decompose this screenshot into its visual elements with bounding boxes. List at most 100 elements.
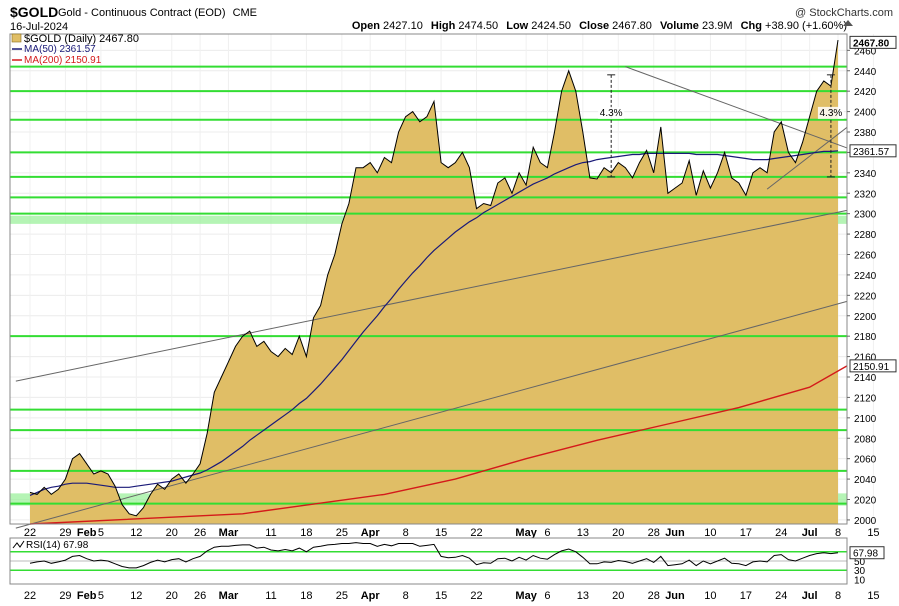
price-panel-border — [9, 33, 848, 525]
price-y-axis: 2000 2020 2040 2060 2080 2100 2120 2140 2160 2180… — [847, 46, 877, 527]
rsi-x-tick-label-8: 8 — [835, 590, 841, 602]
x-tick-label-15: 15 — [435, 527, 447, 539]
y-tick-label-2280: 2280 — [854, 230, 877, 241]
legend-ma50-label: MA(50) 2361.57 — [24, 44, 96, 55]
y-tick-label-2000: 2000 — [854, 516, 877, 527]
rsi-x-tick-label-26: 26 — [194, 590, 206, 602]
y-tick-label-2300: 2300 — [854, 210, 877, 221]
y-tick-label-2320: 2320 — [854, 189, 877, 200]
y-tick-label-2180: 2180 — [854, 332, 877, 343]
x-tick-label-5: 5 — [98, 527, 104, 539]
rsi-x-tick-label-20: 20 — [166, 590, 178, 602]
y-tick-label-2220: 2220 — [854, 291, 877, 302]
x-tick-label-25: 25 — [336, 527, 348, 539]
x-tick-label-28: 28 — [648, 527, 660, 539]
volume-value: 23.9M — [702, 20, 733, 32]
x-tick-label-15: 15 — [867, 527, 879, 539]
rsi-x-tick-label-5: 5 — [98, 590, 104, 602]
header-description-text: Gold - Continuous Contract (EOD) — [58, 7, 226, 19]
rsi-x-axis: 22 29 Feb 5 12 20 26 Mar 11 18 25 Apr 8 15 22 May 6 13 20 2… — [24, 590, 880, 602]
chg-value: +38.90 (+1.60%) — [765, 20, 847, 32]
percent-annotations: 4.3% 4.3% — [598, 74, 844, 178]
legend-price-swatch-icon — [11, 33, 22, 43]
price-panel: 4.3% 4.3% 2000202020402060208021002120214… — [9, 33, 897, 539]
y-tick-label-2240: 2240 — [854, 271, 877, 282]
rsi-x-tick-label-22: 22 — [470, 590, 482, 602]
watermark: @ StockCharts.com — [795, 7, 893, 19]
x-tick-label-Feb: Feb — [77, 527, 97, 539]
price-x-axis: 22 29 Feb 5 12 20 26 Mar 11 18 25 Apr 8 15 22 May 6 13 20 2… — [24, 527, 880, 539]
x-tick-label-22: 22 — [470, 527, 482, 539]
rsi-x-tick-label-29: 29 — [59, 590, 71, 602]
rsi-badge-box — [849, 546, 885, 560]
y-tick-label-2140: 2140 — [854, 373, 877, 384]
x-tick-label-Apr: Apr — [361, 527, 381, 539]
volume-label: Volume — [660, 20, 699, 32]
low-label: Low — [506, 20, 528, 32]
legend-ma200-label: MA(200) 2150.91 — [24, 55, 102, 66]
x-tick-label-26: 26 — [194, 527, 206, 539]
rsi-x-tick-label-15: 15 — [435, 590, 447, 602]
rsi-x-tick-label-Jun: Jun — [665, 590, 685, 602]
high-label: High — [431, 20, 456, 32]
rsi-y-tick-label-10: 10 — [854, 575, 866, 586]
annotation-label-0: 4.3% — [600, 108, 623, 119]
rsi-x-tick-label-20: 20 — [612, 590, 624, 602]
legend: $GOLD (Daily) 2467.80 MA(50) 2361.57 MA(… — [11, 33, 139, 66]
x-tick-label-24: 24 — [775, 527, 787, 539]
y-tick-label-2260: 2260 — [854, 251, 877, 262]
rsi-x-tick-label-Apr: Apr — [361, 590, 381, 602]
y-tick-label-2420: 2420 — [854, 87, 877, 98]
open-label: Open — [352, 20, 380, 32]
rsi-x-tick-label-17: 17 — [740, 590, 752, 602]
y-tick-label-2060: 2060 — [854, 455, 877, 466]
x-tick-label-6: 6 — [544, 527, 550, 539]
y-tick-label-2160: 2160 — [854, 353, 877, 364]
rsi-x-tick-label-Feb: Feb — [77, 590, 97, 602]
support-lines — [10, 65, 847, 505]
x-tick-label-May: May — [515, 527, 537, 539]
y-tick-label-2460: 2460 — [854, 46, 877, 57]
rsi-line — [29, 542, 839, 569]
price-line — [29, 40, 839, 517]
price-badge-box-2 — [849, 359, 897, 373]
header-symbol: $GOLD — [10, 4, 58, 20]
rsi-x-tick-label-24: 24 — [775, 590, 787, 602]
y-tick-label-2120: 2120 — [854, 393, 877, 404]
rsi-x-tick-label-11: 11 — [265, 590, 276, 602]
y-tick-label-2340: 2340 — [854, 169, 877, 180]
annotation-label-bg-1 — [817, 106, 844, 119]
header-date: 16-Jul-2024 — [10, 21, 68, 33]
y-tick-label-2020: 2020 — [854, 496, 877, 507]
collapse-triangle-icon[interactable] — [843, 20, 853, 26]
rsi-x-tick-label-28: 28 — [648, 590, 660, 602]
rsi-x-tick-label-22: 22 — [24, 590, 36, 602]
rsi-x-tick-label-10: 10 — [704, 590, 716, 602]
low-value: 2424.50 — [531, 20, 571, 32]
y-tick-label-2100: 2100 — [854, 414, 877, 425]
price-area — [30, 40, 838, 524]
rsi-panel-border — [9, 537, 848, 585]
x-tick-label-22: 22 — [24, 527, 36, 539]
x-tick-label-18: 18 — [300, 527, 312, 539]
header-description: Gold - Continuous Contract (EOD) CME — [58, 7, 257, 19]
x-tick-label-Jun: Jun — [665, 527, 685, 539]
x-tick-label-Mar: Mar — [219, 527, 239, 539]
y-tick-label-2040: 2040 — [854, 475, 877, 486]
ma200-line — [29, 365, 848, 525]
x-tick-label-29: 29 — [59, 527, 71, 539]
chg-label: Chg — [741, 20, 762, 32]
ma50-line — [29, 150, 839, 496]
price-badges: 2467.80 2361.57 2150.91 — [849, 35, 897, 373]
x-tick-label-20: 20 — [612, 527, 624, 539]
legend-price-label: $GOLD (Daily) 2467.80 — [24, 33, 139, 45]
ohlc-readout: Open 2427.10 High 2474.50 Low 2424.50 Cl… — [352, 20, 847, 32]
rsi-x-tick-label-Jul: Jul — [802, 590, 818, 602]
rsi-legend-label: RSI(14) 67.98 — [26, 540, 89, 551]
rsi-x-tick-label-6: 6 — [544, 590, 550, 602]
rsi-x-tick-label-Mar: Mar — [219, 590, 239, 602]
rsi-level-lines — [10, 551, 847, 571]
rsi-y-tick-label-50: 50 — [854, 557, 866, 568]
